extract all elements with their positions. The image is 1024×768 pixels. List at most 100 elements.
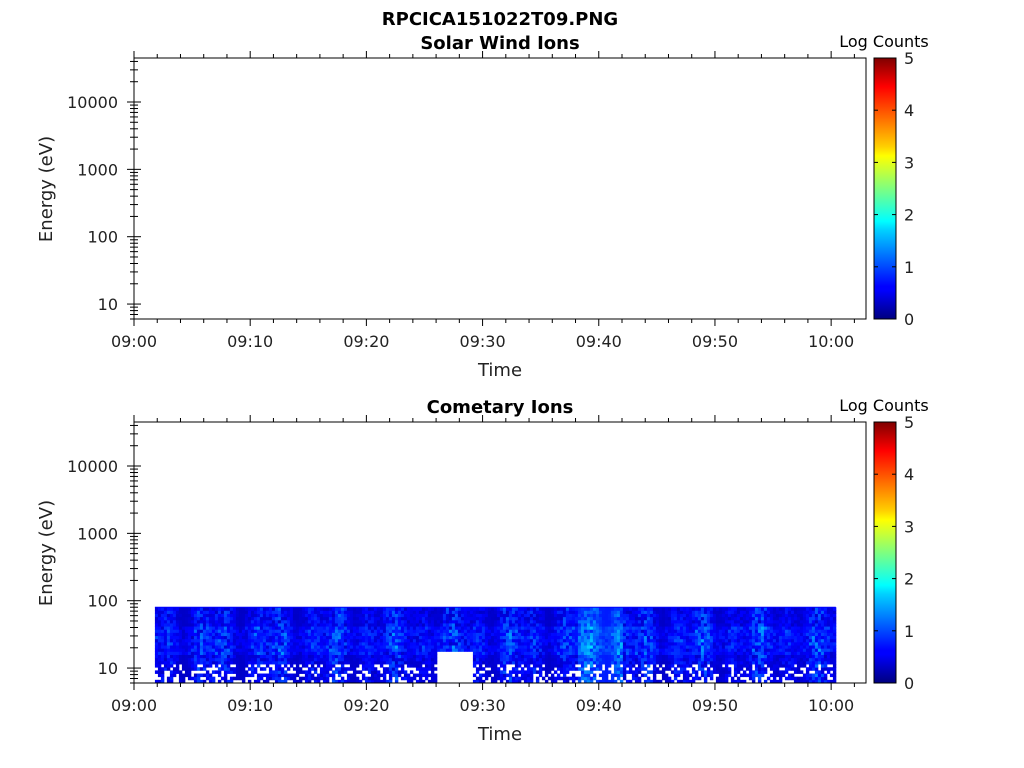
spectrogram-cell [166,629,171,633]
spectrogram-cell [817,635,822,640]
spectrogram-cell [163,654,168,659]
spectrogram-cell [760,641,765,646]
spectrogram-cell [697,623,702,627]
spectrogram-cell [544,629,549,633]
spectrogram-cell [211,648,216,652]
spectrogram-cell [769,641,774,646]
spectrogram-cell [787,616,792,621]
spectrogram-cell [334,670,339,674]
spectrogram-cell [220,654,225,659]
spectrogram-cell [652,626,657,630]
spectrogram-cell [175,670,180,674]
spectrogram-cell [217,635,222,640]
spectrogram-cell [739,641,744,646]
spectrogram-cell [190,648,195,652]
spectrogram-cell [703,607,708,611]
spectrogram-cell [292,657,297,662]
spectrogram-cell [724,670,729,674]
spectrogram-cell [415,648,420,652]
spectrogram-cell [403,610,408,614]
spectrogram-cell [787,667,792,671]
spectrogram-cell [811,654,816,659]
spectrogram-cell [163,607,168,611]
spectrogram-cell [520,667,525,671]
spectrogram-cell [541,626,546,630]
spectrogram-cell [715,616,720,621]
spectrogram-cell [340,651,345,655]
spectrogram-cell [229,629,234,633]
spectrogram-cell [742,613,747,618]
spectrogram-cell [805,607,810,611]
spectrogram-cell [688,613,693,618]
spectrogram-cell [802,673,807,678]
spectrogram-cell [499,623,504,627]
spectrogram-cell [442,607,447,611]
spectrogram-cell [325,635,330,640]
spectrogram-cell [154,651,159,655]
spectrogram-cell [688,654,693,659]
spectrogram-cell [751,623,756,627]
spectrogram-cell [490,679,495,683]
spectrogram-cell [550,679,555,683]
spectrogram-cell [421,648,426,652]
spectrogram-cell [286,635,291,640]
spectrogram-cell [724,664,729,668]
spectrogram-cell [403,676,408,681]
spectrogram-cell [199,619,204,624]
spectrogram-cell [568,648,573,652]
spectrogram-cell [694,648,699,652]
spectrogram-cell [505,645,510,649]
spectrogram-cell [433,648,438,652]
spectrogram-cell [163,664,168,668]
spectrogram-cell [364,629,369,633]
spectrogram-cell [310,641,315,646]
spectrogram-cell [496,626,501,630]
spectrogram-cell [562,629,567,633]
spectrogram-cell [487,660,492,665]
spectrogram-cell [628,619,633,624]
spectrogram-cell [478,654,483,659]
spectrogram-cell [199,645,204,649]
spectrogram-cell [787,660,792,665]
spectrogram-cell [673,654,678,659]
spectrogram-cell [490,619,495,624]
spectrogram-cell [679,657,684,662]
spectrogram-cell [715,619,720,624]
spectrogram-cell [775,679,780,683]
spectrogram-cell [652,654,657,659]
spectrogram-cell [616,654,621,659]
spectrogram-cell [793,616,798,621]
spectrogram-cell [592,623,597,627]
spectrogram-cell [166,638,171,643]
spectrogram-cell [436,619,441,624]
spectrogram-cell [478,626,483,630]
spectrogram-cell [781,654,786,659]
spectrogram-cell [475,610,480,614]
spectrogram-cell [169,629,174,633]
spectrogram-cell [586,623,591,627]
spectrogram-cell [622,660,627,665]
spectrogram-cell [232,626,237,630]
spectrogram-cell [682,651,687,655]
spectrogram-cell [235,648,240,652]
spectrogram-cell [472,619,477,624]
spectrogram-cell [634,654,639,659]
spectrogram-cell [361,657,366,662]
spectrogram-cell [481,619,486,624]
spectrogram-cell [748,613,753,618]
spectrogram-cell [781,619,786,624]
spectrogram-cell [484,629,489,633]
spectrogram-cell [526,657,531,662]
spectrogram-cell [619,660,624,665]
spectrogram-cell [706,626,711,630]
spectrogram-cell [430,613,435,618]
spectrogram-cell [202,632,207,637]
spectrogram-cell [766,607,771,611]
spectrogram-cell [703,619,708,624]
spectrogram-cell [616,645,621,649]
spectrogram-cell [214,632,219,637]
spectrogram-cell [481,635,486,640]
spectrogram-cell [391,626,396,630]
spectrogram-cell [376,619,381,624]
spectrogram-cell [676,619,681,624]
